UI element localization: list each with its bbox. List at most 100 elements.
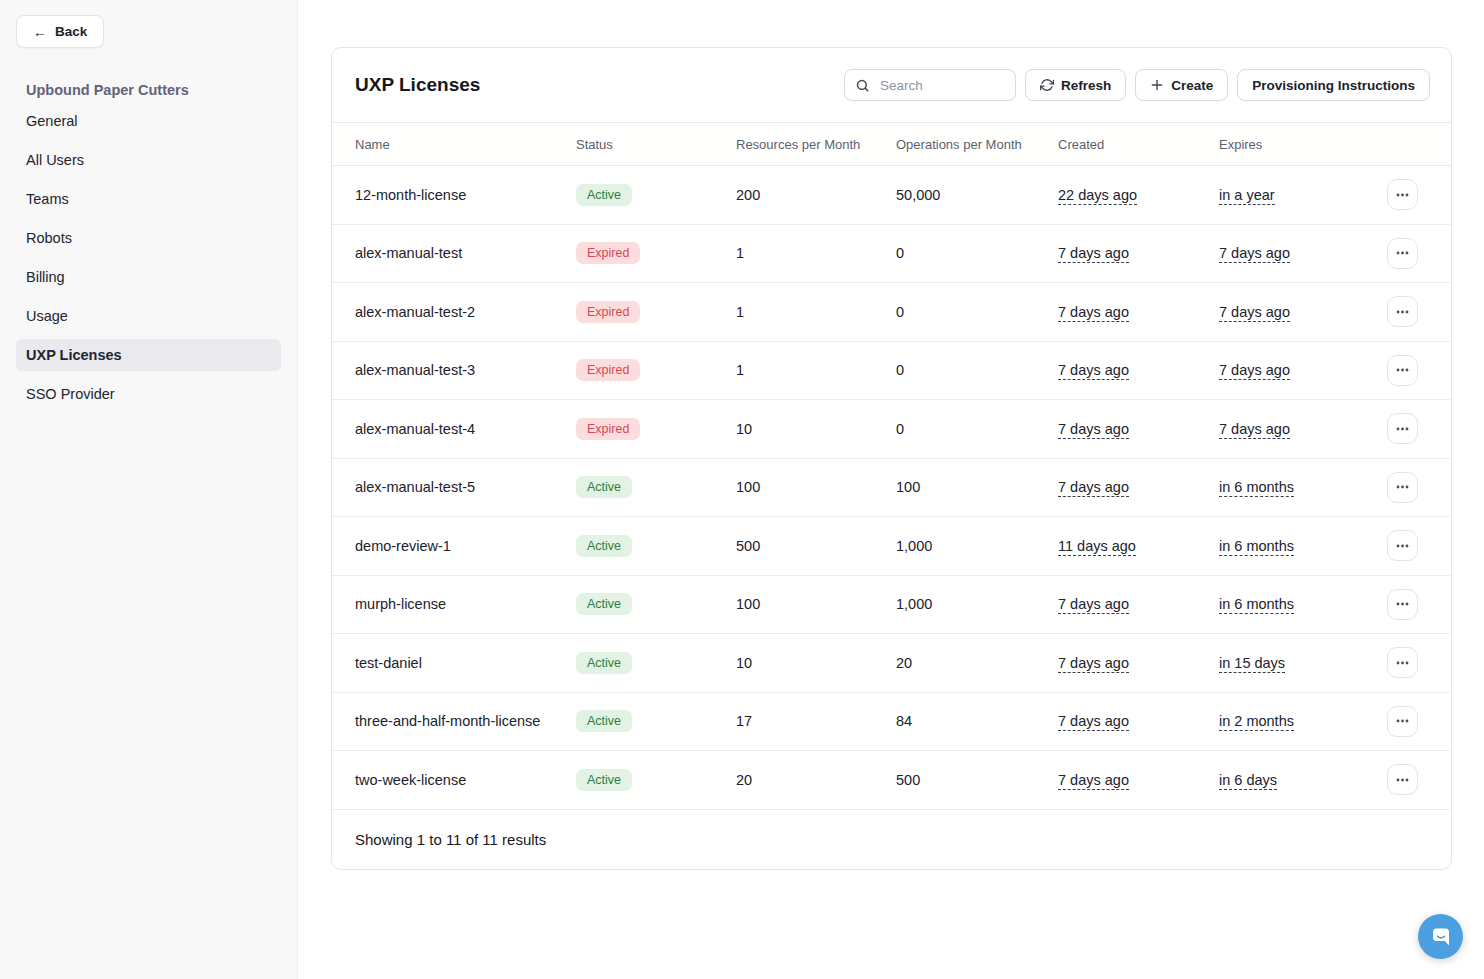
- expires-value[interactable]: in 6 days: [1219, 772, 1277, 790]
- status-badge: Active: [576, 710, 632, 732]
- created-value[interactable]: 7 days ago: [1058, 421, 1129, 439]
- table-row: alex-manual-test-5 Active 100 100 7 days…: [332, 459, 1451, 518]
- status-cell: Active: [576, 476, 736, 498]
- created-value[interactable]: 7 days ago: [1058, 245, 1129, 263]
- created-value[interactable]: 7 days ago: [1058, 596, 1129, 614]
- resources-cell: 10: [736, 655, 896, 671]
- row-actions-button[interactable]: [1387, 764, 1418, 795]
- expires-value[interactable]: in 2 months: [1219, 713, 1294, 731]
- row-actions-button[interactable]: [1387, 589, 1418, 620]
- expires-value[interactable]: in 6 months: [1219, 538, 1294, 556]
- ellipsis-icon: [1396, 485, 1409, 489]
- resources-cell: 100: [736, 479, 896, 495]
- provisioning-instructions-button[interactable]: Provisioning Instructions: [1237, 69, 1430, 101]
- column-header-operations: Operations per Month: [896, 137, 1058, 152]
- expires-cell: in 6 months: [1219, 538, 1387, 554]
- results-summary: Showing 1 to 11 of 11 results: [355, 831, 546, 848]
- resources-cell: 1: [736, 304, 896, 320]
- license-name: alex-manual-test: [355, 245, 576, 261]
- created-value[interactable]: 7 days ago: [1058, 304, 1129, 322]
- plus-icon: [1150, 78, 1164, 92]
- created-value[interactable]: 7 days ago: [1058, 772, 1129, 790]
- created-value[interactable]: 7 days ago: [1058, 713, 1129, 731]
- resources-cell: 1: [736, 245, 896, 261]
- operations-cell: 84: [896, 713, 1058, 729]
- row-actions-button[interactable]: [1387, 238, 1418, 269]
- create-button-label: Create: [1171, 78, 1213, 93]
- created-value[interactable]: 7 days ago: [1058, 655, 1129, 673]
- row-actions-button[interactable]: [1387, 179, 1418, 210]
- expires-value[interactable]: 7 days ago: [1219, 245, 1290, 263]
- chat-widget-button[interactable]: [1418, 914, 1463, 959]
- row-actions-button[interactable]: [1387, 647, 1418, 678]
- sidebar-item[interactable]: UXP Licenses: [16, 339, 281, 371]
- resources-cell: 17: [736, 713, 896, 729]
- created-value[interactable]: 22 days ago: [1058, 187, 1137, 205]
- arrow-left-icon: ←: [33, 25, 47, 39]
- created-cell: 7 days ago: [1058, 713, 1219, 729]
- ellipsis-icon: [1396, 661, 1409, 665]
- created-value[interactable]: 7 days ago: [1058, 362, 1129, 380]
- table-row: two-week-license Active 20 500 7 days ag…: [332, 751, 1451, 810]
- status-cell: Expired: [576, 301, 736, 323]
- expires-cell: 7 days ago: [1219, 304, 1387, 320]
- column-header-created: Created: [1058, 137, 1219, 152]
- sidebar-item[interactable]: General: [16, 105, 281, 137]
- row-actions-button[interactable]: [1387, 472, 1418, 503]
- license-name: murph-license: [355, 596, 576, 612]
- sidebar: ← Back Upbound Paper Cutters General All…: [0, 0, 298, 979]
- org-title: Upbound Paper Cutters: [26, 82, 281, 98]
- sidebar-nav: General All Users Teams Robots Billing U…: [16, 105, 281, 410]
- row-actions-button[interactable]: [1387, 355, 1418, 386]
- expires-value[interactable]: 7 days ago: [1219, 304, 1290, 322]
- operations-cell: 0: [896, 245, 1058, 261]
- license-name: alex-manual-test-2: [355, 304, 576, 320]
- create-button[interactable]: Create: [1135, 69, 1228, 101]
- sidebar-item[interactable]: SSO Provider: [16, 378, 281, 410]
- refresh-button-label: Refresh: [1061, 78, 1111, 93]
- operations-cell: 20: [896, 655, 1058, 671]
- search-input[interactable]: [878, 77, 1005, 94]
- operations-cell: 1,000: [896, 596, 1058, 612]
- sidebar-item[interactable]: Usage: [16, 300, 281, 332]
- sidebar-item[interactable]: Teams: [16, 183, 281, 215]
- status-cell: Expired: [576, 242, 736, 264]
- created-value[interactable]: 7 days ago: [1058, 479, 1129, 497]
- expires-value[interactable]: 7 days ago: [1219, 362, 1290, 380]
- sidebar-item[interactable]: Billing: [16, 261, 281, 293]
- operations-cell: 0: [896, 304, 1058, 320]
- page-title: UXP Licenses: [355, 74, 480, 96]
- expires-value[interactable]: in 6 months: [1219, 596, 1294, 614]
- table-header-row: Name Status Resources per Month Operatio…: [332, 122, 1451, 166]
- ellipsis-icon: [1396, 719, 1409, 723]
- created-cell: 7 days ago: [1058, 245, 1219, 261]
- created-cell: 7 days ago: [1058, 479, 1219, 495]
- expires-value[interactable]: 7 days ago: [1219, 421, 1290, 439]
- expires-cell: in 6 months: [1219, 596, 1387, 612]
- expires-value[interactable]: in a year: [1219, 187, 1275, 205]
- created-cell: 7 days ago: [1058, 772, 1219, 788]
- row-actions-button[interactable]: [1387, 706, 1418, 737]
- status-cell: Active: [576, 593, 736, 615]
- expires-cell: in 6 days: [1219, 772, 1387, 788]
- licenses-card: UXP Licenses Refresh: [331, 47, 1452, 870]
- back-button[interactable]: ← Back: [16, 15, 104, 48]
- refresh-button[interactable]: Refresh: [1025, 69, 1126, 101]
- table-row: alex-manual-test-2 Expired 1 0 7 days ag…: [332, 283, 1451, 342]
- ellipsis-icon: [1396, 778, 1409, 782]
- operations-cell: 50,000: [896, 187, 1058, 203]
- sidebar-item[interactable]: Robots: [16, 222, 281, 254]
- status-badge: Expired: [576, 301, 640, 323]
- license-name: demo-review-1: [355, 538, 576, 554]
- created-value[interactable]: 11 days ago: [1058, 538, 1136, 556]
- sidebar-item[interactable]: All Users: [16, 144, 281, 176]
- column-header-name: Name: [355, 137, 576, 152]
- operations-cell: 0: [896, 362, 1058, 378]
- status-badge: Expired: [576, 359, 640, 381]
- row-actions-button[interactable]: [1387, 296, 1418, 327]
- row-actions-button[interactable]: [1387, 530, 1418, 561]
- ellipsis-icon: [1396, 368, 1409, 372]
- row-actions-button[interactable]: [1387, 413, 1418, 444]
- expires-value[interactable]: in 15 days: [1219, 655, 1285, 673]
- expires-value[interactable]: in 6 months: [1219, 479, 1294, 497]
